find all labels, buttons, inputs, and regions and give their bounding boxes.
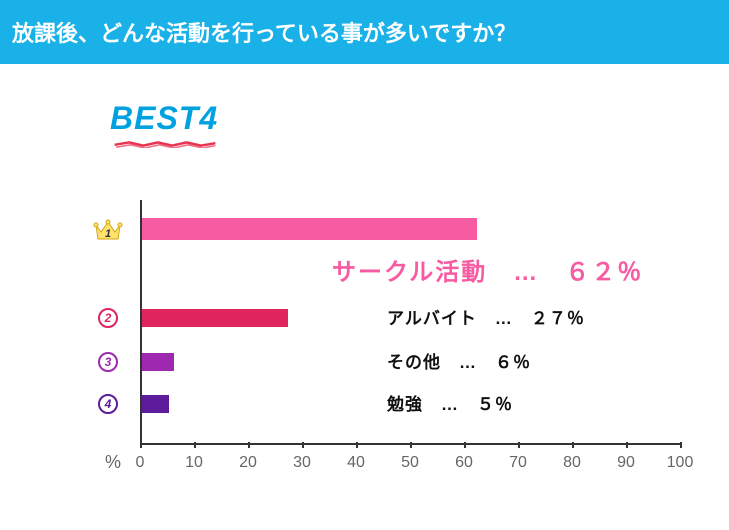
bar-3 xyxy=(142,353,174,371)
tick-10: 10 xyxy=(185,454,203,472)
best-underline xyxy=(100,140,230,148)
percent-symbol: % xyxy=(105,452,121,473)
svg-text:1: 1 xyxy=(105,228,111,240)
tick-0: 0 xyxy=(136,454,145,472)
tick-60: 60 xyxy=(455,454,473,472)
best-badge: BEST4 xyxy=(110,100,218,137)
tick-20: 20 xyxy=(239,454,257,472)
tick-80: 80 xyxy=(563,454,581,472)
chart: 1 サークル活動 … ６２％ 2 アルバイト … ２７％ 3 その他 … ６％ xyxy=(85,200,685,480)
bar-4-label: 勉強 … ５％ xyxy=(387,390,513,415)
tick-40: 40 xyxy=(347,454,365,472)
bar-2-label: アルバイト … ２７％ xyxy=(387,304,585,329)
tick-70: 70 xyxy=(509,454,527,472)
chart-plot: 1 サークル活動 … ６２％ 2 アルバイト … ２７％ 3 その他 … ６％ xyxy=(140,200,680,445)
rank-crown-icon: 1 xyxy=(92,215,124,243)
bar-3-label: その他 … ６％ xyxy=(387,348,531,373)
rank-3-icon: 3 xyxy=(92,348,124,376)
bar-1 xyxy=(142,218,477,240)
bar-2 xyxy=(142,309,288,327)
tick-30: 30 xyxy=(293,454,311,472)
x-axis-ticks: 0 10 20 30 40 50 60 70 80 90 100 xyxy=(140,452,680,476)
chart-row-1: 1 xyxy=(142,218,680,240)
bar-4 xyxy=(142,395,169,413)
rank-2-icon: 2 xyxy=(92,304,124,332)
tick-90: 90 xyxy=(617,454,635,472)
header-title: 放課後、どんな活動を行っている事が多いですか？ xyxy=(12,21,516,46)
best-badge-text: BEST4 xyxy=(110,100,218,136)
tick-100: 100 xyxy=(667,454,694,472)
rank-4-icon: 4 xyxy=(92,390,124,418)
header-banner: 放課後、どんな活動を行っている事が多いですか？ xyxy=(0,0,729,64)
bar-1-label: サークル活動 … ６２％ xyxy=(332,252,643,287)
tick-50: 50 xyxy=(401,454,419,472)
